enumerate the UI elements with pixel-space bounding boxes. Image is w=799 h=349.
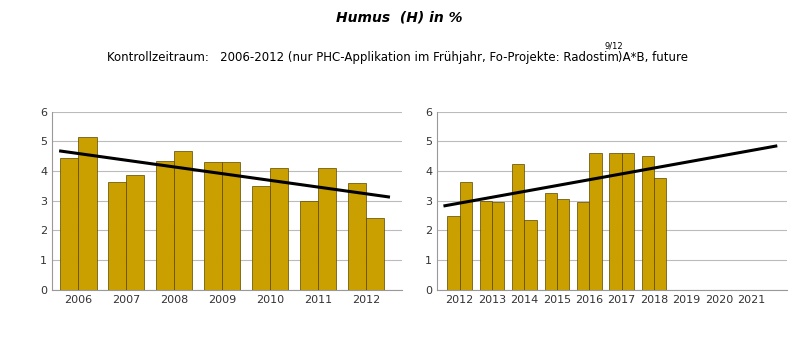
Bar [318,168,336,290]
Bar [366,218,384,290]
Bar [524,220,537,290]
Bar [270,168,288,290]
Bar [222,162,240,290]
Bar [174,151,193,290]
Text: ): ) [614,51,622,64]
Bar [78,137,97,290]
Bar [252,186,270,290]
Bar [654,178,666,290]
Bar [60,158,78,290]
Bar [642,156,654,290]
Text: 9/12: 9/12 [604,42,622,51]
Bar [622,153,634,290]
Bar [577,202,590,290]
Bar [447,216,459,290]
Bar [156,161,174,290]
Bar [590,153,602,290]
Bar [479,201,492,290]
Bar [126,174,145,290]
Text: Kontrollzeitraum:   2006-2012 (nur PHC-Applikation im Frühjahr, Fo-Projekte: Rad: Kontrollzeitraum: 2006-2012 (nur PHC-App… [107,51,692,64]
Bar [610,153,622,290]
Bar [108,182,126,290]
Bar [545,193,557,290]
Bar [204,162,222,290]
Bar [348,183,366,290]
Bar [492,202,504,290]
Bar [557,199,569,290]
Text: Humus  (H) in %: Humus (H) in % [336,10,463,24]
Bar [512,164,524,290]
Bar [459,182,472,290]
Bar [300,201,318,290]
